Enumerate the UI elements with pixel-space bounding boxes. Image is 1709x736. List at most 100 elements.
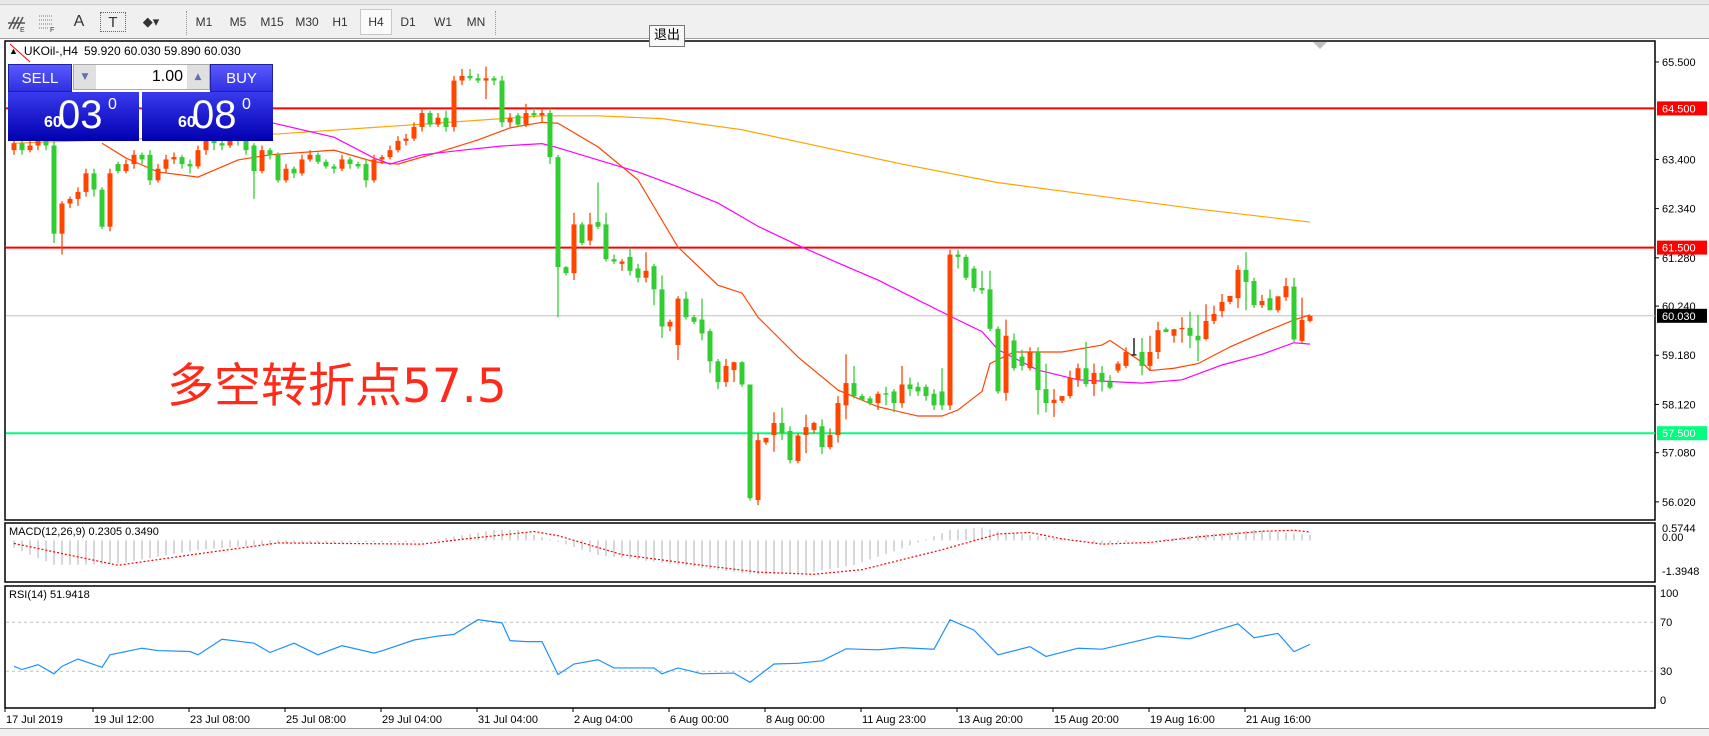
candle-body xyxy=(691,317,697,322)
candle xyxy=(1203,304,1209,341)
candle-body xyxy=(907,384,913,390)
candle xyxy=(739,361,745,387)
candle-body xyxy=(507,117,513,123)
timeframe-m5[interactable]: M5 xyxy=(229,15,247,29)
candle-body xyxy=(187,164,193,167)
sell-price-prefix: 60 xyxy=(44,114,62,131)
candle xyxy=(555,154,561,318)
candle xyxy=(339,154,345,172)
candle xyxy=(115,161,121,174)
candle xyxy=(667,319,673,332)
candle-body xyxy=(731,362,737,371)
rsi-label: RSI(14) 51.9418 xyxy=(9,589,90,601)
candle-body xyxy=(835,403,841,436)
candle-body xyxy=(763,437,769,443)
elliott-wave-icon[interactable]: E xyxy=(2,9,32,35)
candle-body xyxy=(1299,319,1305,341)
candle-body xyxy=(411,126,417,139)
candle-body xyxy=(1043,389,1049,404)
candle xyxy=(1083,341,1089,387)
arrows-dropdown-icon[interactable]: ◆▾ xyxy=(142,14,160,29)
candle-body xyxy=(379,157,385,160)
text-label-icon[interactable]: T xyxy=(100,12,126,32)
chart-tabs-bar[interactable] xyxy=(0,728,1709,736)
candle-body xyxy=(1035,352,1041,391)
candle-body xyxy=(1115,363,1121,371)
candle xyxy=(1171,328,1177,343)
price-axis: 65.500 63.400 62.340 61.280 60.240 59.180 58.1… xyxy=(1655,57,1696,509)
macd-tick-label: 0.5744 xyxy=(1662,523,1696,535)
timeframe-h1[interactable]: H1 xyxy=(332,15,348,29)
candle-body xyxy=(1259,300,1265,306)
candle xyxy=(1115,361,1121,373)
lot-stepper[interactable]: ▼ 1.00 ▲ xyxy=(73,64,210,90)
fibonacci-icon[interactable]: F xyxy=(32,9,62,35)
sell-button[interactable]: SELL xyxy=(8,64,72,92)
candle xyxy=(611,254,617,264)
candle-body xyxy=(395,140,401,151)
candle xyxy=(1163,327,1169,333)
time-tick-label: 25 Jul 08:00 xyxy=(286,714,346,726)
candle xyxy=(27,140,33,153)
candle xyxy=(931,389,937,410)
price-tick-label: 60.240 xyxy=(1662,301,1696,313)
candle-body xyxy=(35,140,41,146)
trendline[interactable] xyxy=(9,43,31,63)
candle-body xyxy=(11,143,17,151)
candle xyxy=(139,152,145,165)
macd-signal-line xyxy=(13,529,1311,575)
candle xyxy=(1059,396,1065,404)
candle xyxy=(1067,370,1073,399)
candle xyxy=(811,421,817,434)
candle-body xyxy=(1291,286,1297,340)
sell-price-box[interactable]: 60 03 0 xyxy=(8,92,139,141)
timeframe-w1[interactable]: W1 xyxy=(434,15,452,29)
candle-body xyxy=(427,113,433,125)
price-tick-label: 65.500 xyxy=(1662,57,1696,69)
timeframe-m15[interactable]: M15 xyxy=(260,15,284,29)
timeframe-m30[interactable]: M30 xyxy=(295,15,319,29)
decrease-lot-icon[interactable]: ▼ xyxy=(74,65,96,89)
svg-text:F: F xyxy=(50,27,54,33)
text-icon[interactable]: A xyxy=(73,13,85,30)
timeframe-mn[interactable]: MN xyxy=(466,15,486,29)
candle-body xyxy=(1027,352,1033,369)
timeframe-d1[interactable]: D1 xyxy=(400,15,416,29)
candle-body xyxy=(1091,372,1097,385)
candle xyxy=(1211,305,1217,325)
candle xyxy=(875,391,881,410)
candle-body xyxy=(1235,269,1241,299)
candle xyxy=(83,168,89,197)
candle xyxy=(731,361,737,383)
candle-body xyxy=(251,145,257,172)
lot-input[interactable]: 1.00 xyxy=(151,68,183,85)
candle xyxy=(299,154,305,176)
svg-text:E: E xyxy=(20,27,25,33)
candle-body xyxy=(171,157,177,160)
buy-button[interactable]: BUY xyxy=(210,64,273,92)
candle xyxy=(1123,347,1129,369)
candle xyxy=(755,433,761,506)
triangle-up-icon[interactable]: ▲ xyxy=(9,46,18,56)
candle-body xyxy=(867,398,873,404)
moving-average-ma_slow xyxy=(13,115,1311,223)
timeframe-h4[interactable]: H4 xyxy=(360,9,392,35)
time-tick-label: 8 Aug 00:00 xyxy=(766,714,825,726)
candle-body xyxy=(859,396,865,400)
candle xyxy=(131,150,137,169)
buy-price-box[interactable]: 60 08 0 xyxy=(142,92,273,141)
candle-body xyxy=(195,150,201,167)
candle-body xyxy=(707,331,713,362)
candle xyxy=(1035,347,1041,415)
timeframe-m1[interactable]: M1 xyxy=(195,15,213,29)
candle xyxy=(259,145,265,174)
candle-body xyxy=(211,140,217,144)
candle xyxy=(1107,375,1113,390)
candle-body xyxy=(91,173,97,190)
increase-lot-icon[interactable]: ▲ xyxy=(187,65,209,89)
chart-shift-marker[interactable] xyxy=(1313,42,1327,49)
candle xyxy=(1219,294,1225,318)
candle-body xyxy=(99,189,105,227)
top-toolbar-strip xyxy=(0,0,1709,5)
